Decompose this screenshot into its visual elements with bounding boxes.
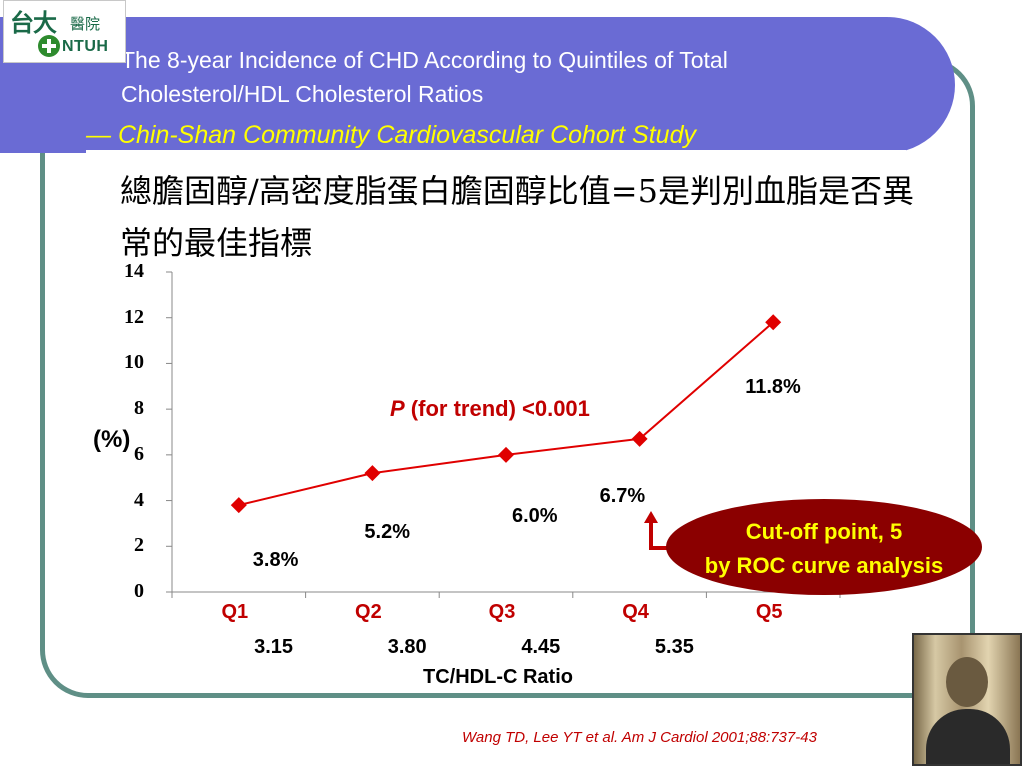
photo-body — [926, 709, 1010, 764]
p-trend-text: (for trend) <0.001 — [404, 396, 590, 421]
logo-chinese-text: 台大 — [10, 8, 57, 37]
y-tick-label: 2 — [134, 534, 144, 557]
y-tick-label: 4 — [134, 488, 144, 511]
ntuh-logo: 台大 醫院 NTUH — [3, 0, 126, 63]
data-label: 5.2% — [364, 521, 410, 544]
data-label: 6.7% — [599, 484, 646, 507]
y-tick-label: 6 — [134, 442, 144, 465]
category-label: Q4 — [622, 601, 649, 623]
y-tick-label: 0 — [134, 580, 144, 602]
data-label: 3.8% — [252, 549, 299, 572]
data-point-marker — [498, 446, 514, 463]
y-tick-label: 8 — [134, 397, 144, 420]
callout-arrow-head — [644, 511, 658, 523]
data-point-marker — [364, 465, 381, 482]
author-photo — [912, 633, 1022, 766]
ratio-boundary-label: 5.35 — [654, 636, 694, 658]
data-label: 11.8% — [745, 376, 801, 399]
slide-title-line1: The 8-year Incidence of CHD According to… — [121, 47, 728, 73]
callout-line1: Cut-off point, 5 — [745, 519, 903, 544]
x-axis-label: TC/HDL-C Ratio — [423, 666, 573, 688]
category-label: Q1 — [221, 601, 249, 623]
y-tick-label: 12 — [124, 305, 144, 328]
logo-abbr-text: NTUH — [62, 38, 109, 55]
chinese-heading: 總膽固醇/高密度脂蛋白膽固醇比值=5是判別血脂是否異常的最佳指標 — [120, 172, 914, 262]
callout-arrow — [649, 521, 668, 550]
ratio-boundary-label: 4.45 — [521, 636, 561, 658]
chart-series — [230, 314, 782, 550]
y-tick-label: 10 — [124, 351, 144, 374]
photo-head — [946, 657, 988, 707]
cutoff-callout: Cut-off point, 5 by ROC curve analysis — [666, 499, 982, 595]
header-banner: The 8-year Incidence of CHD According to… — [0, 17, 955, 153]
category-label: Q3 — [488, 601, 516, 623]
subtitle-underline — [86, 150, 906, 153]
ratio-boundary-label: 3.15 — [254, 636, 294, 658]
p-trend-annotation: P (for trend) <0.001 — [390, 396, 590, 422]
medical-cross-icon — [38, 35, 60, 57]
p-symbol: P — [390, 396, 405, 421]
slide-subtitle: — Chin-Shan Community Cardiovascular Coh… — [86, 121, 696, 149]
ratio-boundary-label: 3.80 — [387, 636, 427, 658]
citation: Wang TD, Lee YT et al. Am J Cardiol 2001… — [462, 729, 817, 746]
callout-line2: by ROC curve analysis — [704, 553, 944, 578]
y-tick-label: 14 — [124, 260, 144, 282]
data-label: 6.0% — [512, 504, 558, 527]
data-point-marker — [631, 430, 648, 447]
category-label: Q2 — [355, 601, 382, 623]
category-label: Q5 — [755, 601, 783, 623]
data-point-marker — [230, 497, 247, 514]
logo-chinese-small-text: 醫院 — [70, 15, 101, 33]
slide-title-line2: Cholesterol/HDL Cholesterol Ratios — [121, 81, 484, 107]
data-point-marker — [765, 314, 782, 331]
y-axis-label: (%) — [93, 426, 131, 453]
